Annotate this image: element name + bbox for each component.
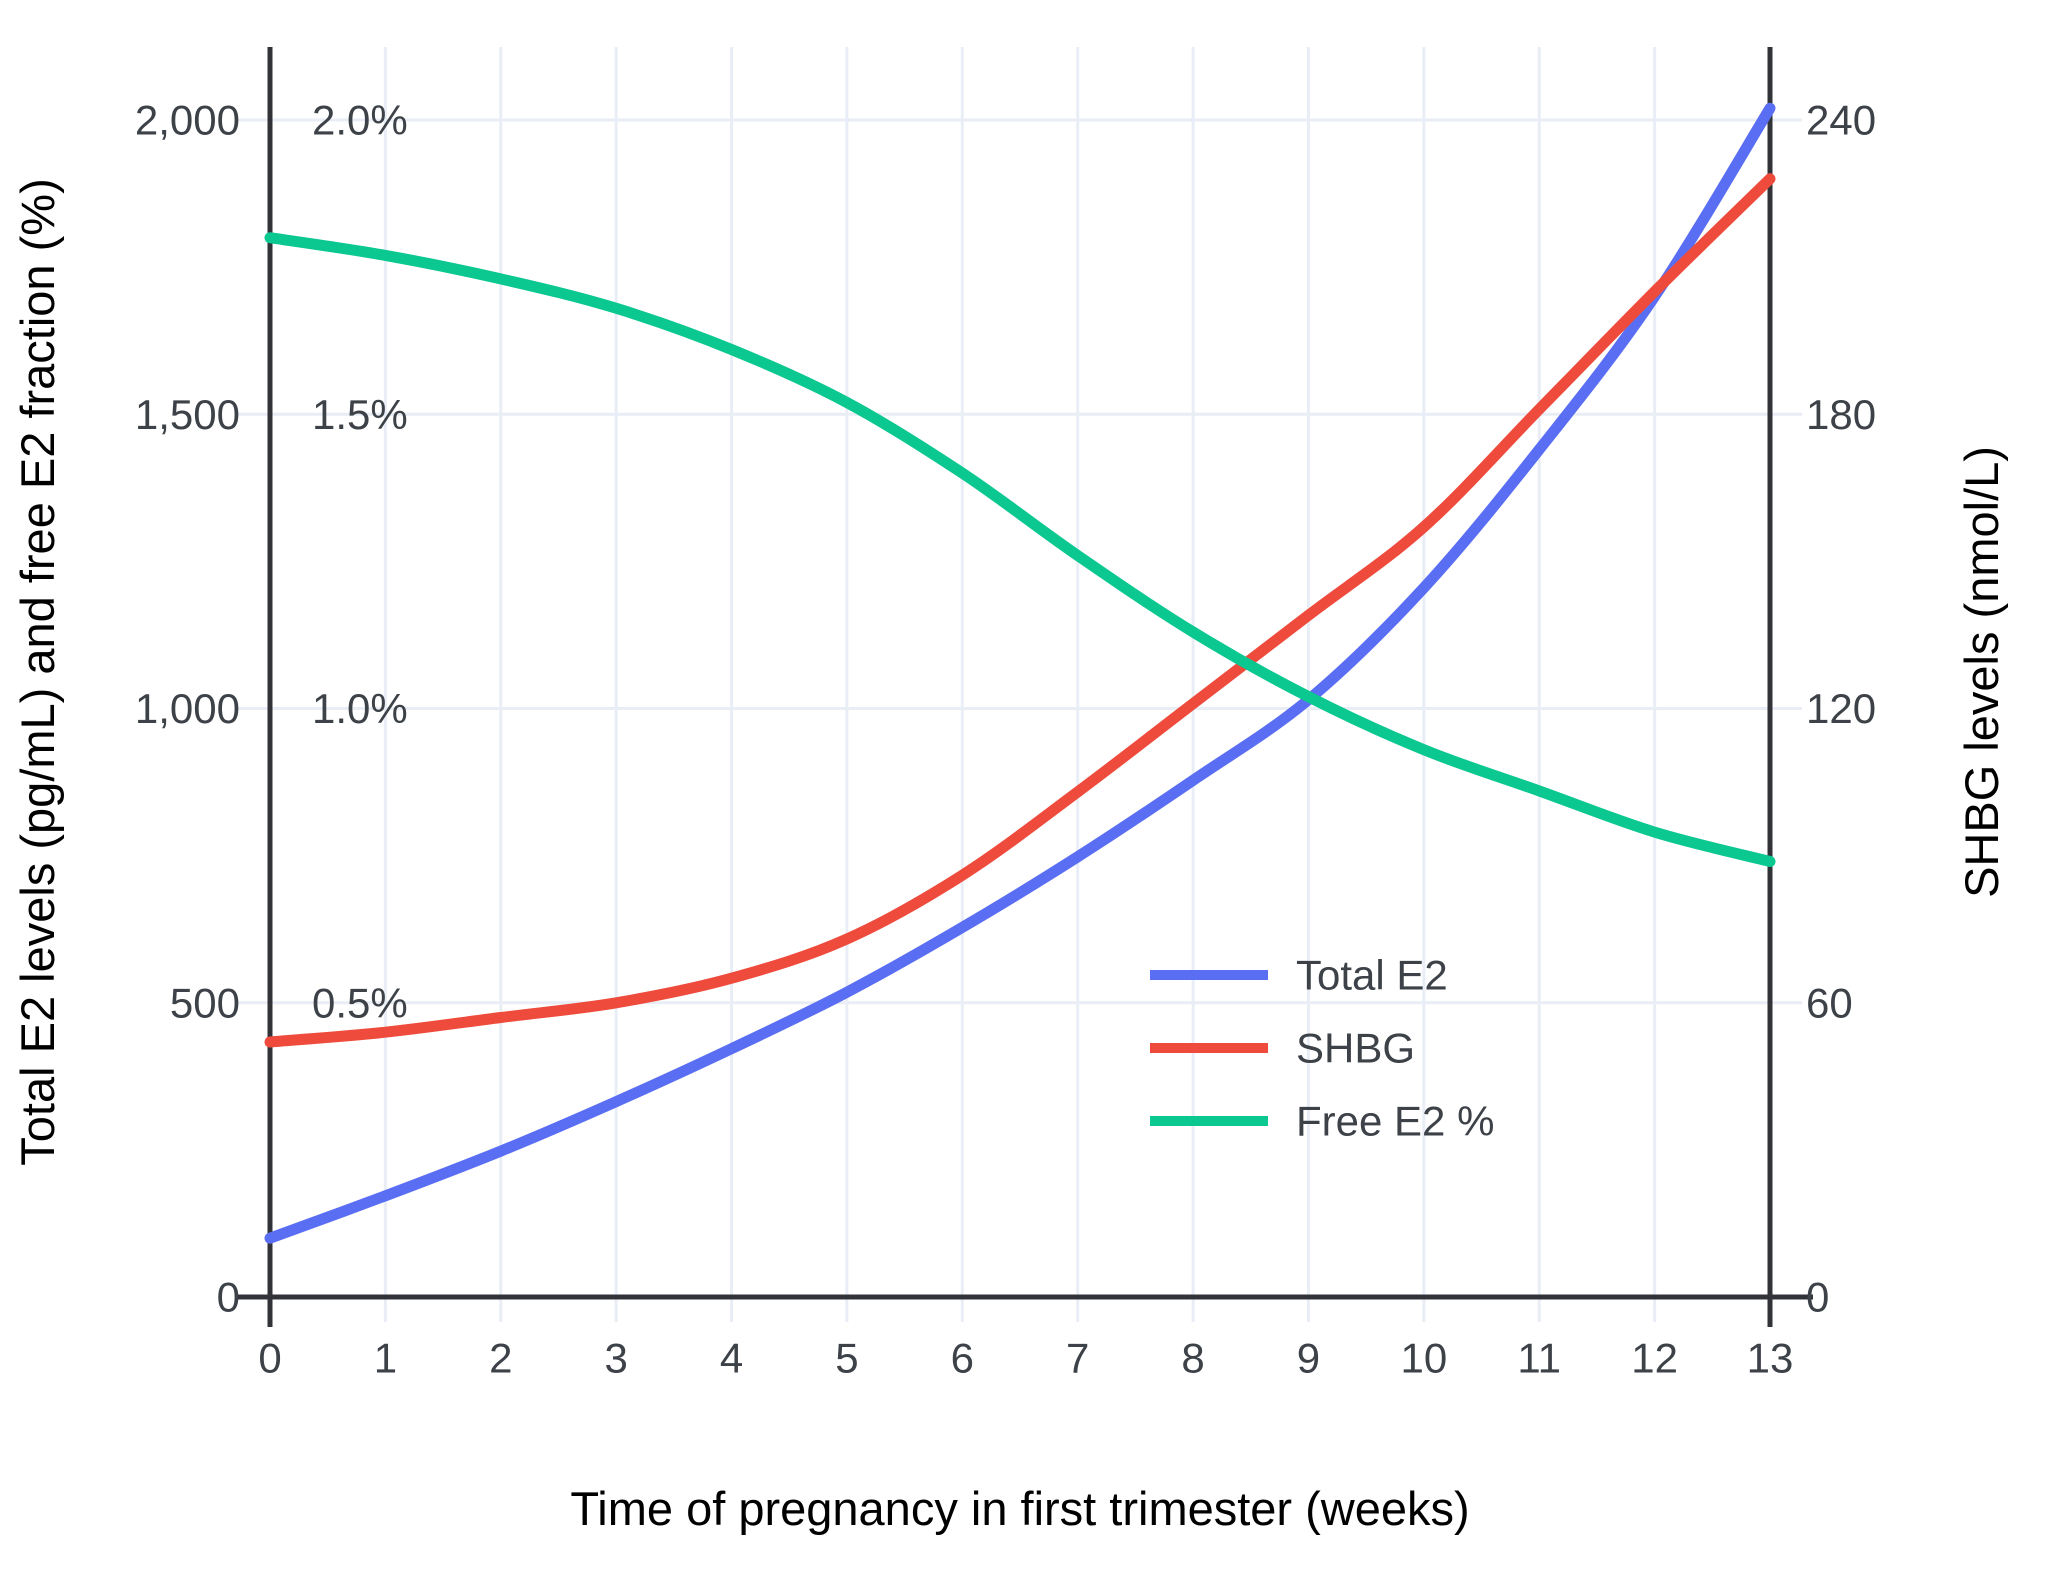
left-tick-label: 1,000: [135, 685, 240, 732]
right-tick-label: 180: [1806, 391, 1876, 438]
x-tick-label: 12: [1631, 1335, 1678, 1382]
x-tick-label: 9: [1297, 1335, 1320, 1382]
right-axis-title: SHBG levels (nmol/L): [1955, 446, 2008, 898]
right-tick-label: 60: [1806, 979, 1853, 1026]
legend-item: Free E2 %: [1150, 1098, 1494, 1145]
x-tick-label: 3: [604, 1335, 627, 1382]
percent-tick-label: 1.5%: [312, 391, 408, 438]
x-tick-label: 6: [951, 1335, 974, 1382]
left-tick-label: 0: [217, 1274, 240, 1321]
left-axis-ticks: 0 500 1,000 1,500 2,000: [135, 97, 240, 1321]
x-tick-label: 13: [1747, 1335, 1794, 1382]
right-tick-label: 0: [1806, 1274, 1829, 1321]
x-tick-label: 7: [1066, 1335, 1089, 1382]
percent-tick-labels: 0.5% 1.0% 1.5% 2.0%: [312, 97, 408, 1027]
percent-tick-label: 2.0%: [312, 97, 408, 144]
x-axis-title: Time of pregnancy in first trimester (we…: [570, 1482, 1469, 1535]
free-e2-line: [264, 232, 1776, 867]
x-axis-ticks: 0 1 2 3 4 5 6 7 8 9 10 11 12 13: [258, 1335, 1793, 1382]
shbg-line: [264, 173, 1776, 1048]
legend-item: SHBG: [1150, 1025, 1415, 1072]
left-tick-label: 500: [170, 979, 240, 1026]
legend-item-label: Total E2: [1296, 952, 1448, 999]
total-e2-line: [264, 102, 1776, 1244]
data-curves: [264, 102, 1776, 1244]
x-tick-label: 0: [258, 1335, 281, 1382]
legend-item-label: Free E2 %: [1296, 1098, 1494, 1145]
right-axis-ticks: 0 60 120 180 240: [1806, 97, 1876, 1321]
x-tick-label: 8: [1181, 1335, 1204, 1382]
left-tick-label: 2,000: [135, 97, 240, 144]
percent-tick-label: 0.5%: [312, 979, 408, 1026]
x-tick-label: 2: [489, 1335, 512, 1382]
gridlines: [238, 47, 1802, 1322]
left-axis-title: Total E2 levels (pg/mL) and free E2 frac…: [11, 178, 64, 1165]
right-tick-label: 240: [1806, 97, 1876, 144]
x-tick-label: 11: [1517, 1335, 1561, 1382]
right-tick-label: 120: [1806, 685, 1876, 732]
legend-item-label: SHBG: [1296, 1025, 1415, 1072]
legend: Total E2 SHBG Free E2 %: [1150, 952, 1494, 1145]
x-tick-label: 4: [720, 1335, 743, 1382]
x-tick-label: 10: [1400, 1335, 1447, 1382]
axis-lines: [238, 47, 1813, 1327]
x-tick-label: 5: [835, 1335, 858, 1382]
left-tick-label: 1,500: [135, 391, 240, 438]
percent-tick-label: 1.0%: [312, 685, 408, 732]
legend-item: Total E2: [1150, 952, 1448, 999]
x-tick-label: 1: [374, 1335, 397, 1382]
